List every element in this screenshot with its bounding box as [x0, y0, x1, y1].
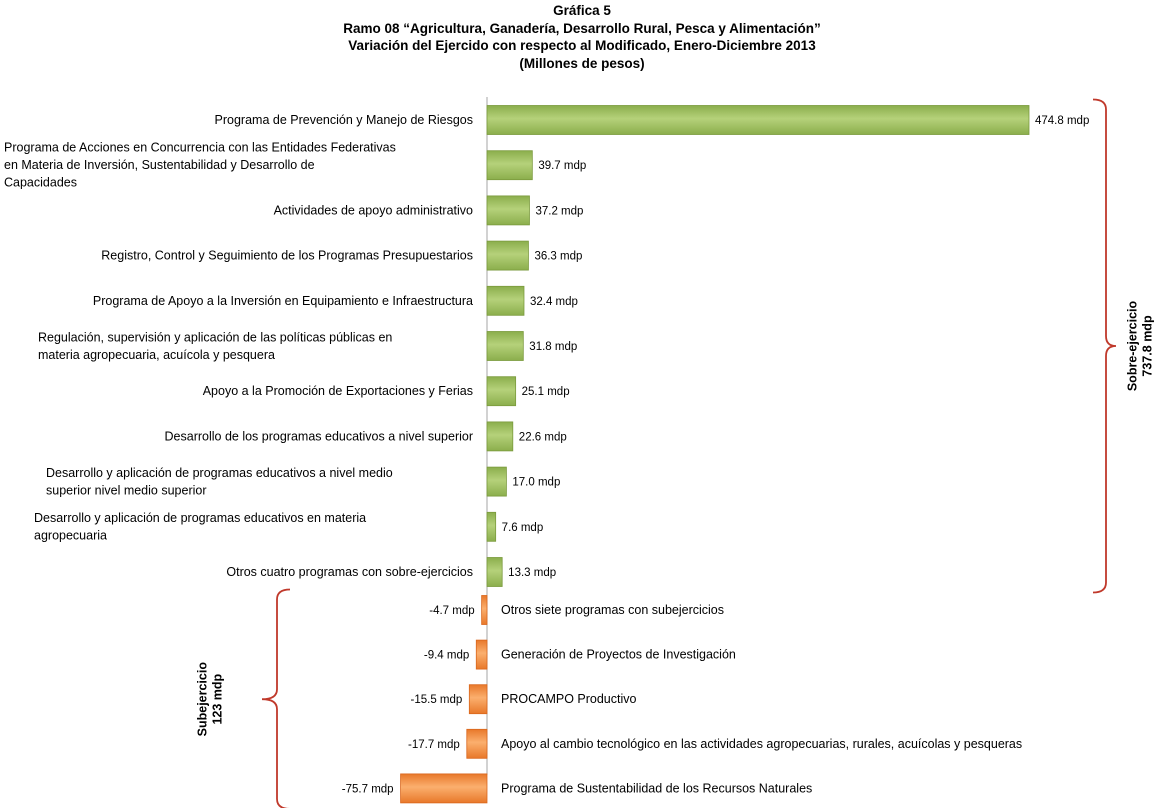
- category-label: Registro, Control y Seguimiento de los P…: [101, 249, 473, 263]
- value-label: -9.4 mdp: [424, 650, 469, 662]
- bar-positive: [486, 557, 503, 587]
- value-label: 31.8 mdp: [529, 341, 577, 353]
- category-label-line: materia agropecuaria, acuícola y pesquer…: [38, 348, 275, 362]
- category-label-line: Capacidades: [4, 176, 77, 190]
- bracket-right: [1092, 98, 1117, 594]
- bracket-label-line: Sobre-ejercicio: [1126, 300, 1140, 391]
- bar-positive: [486, 105, 1030, 135]
- value-label: 474.8 mdp: [1035, 115, 1089, 127]
- bar-negative: [475, 639, 488, 670]
- value-label: 22.6 mdp: [519, 431, 567, 443]
- value-label: 32.4 mdp: [530, 296, 578, 308]
- bar-positive: [486, 376, 517, 407]
- category-label-line: Generación de Proyectos de Investigación: [501, 648, 736, 662]
- bracket-label-line: 737.8 mdp: [1141, 315, 1155, 377]
- category-label: Desarrollo y aplicación de programas edu…: [34, 511, 366, 543]
- category-label: Programa de Sustentabilidad de los Recur…: [501, 781, 812, 795]
- value-label: -17.7 mdp: [408, 739, 460, 751]
- bar-negative: [481, 595, 488, 625]
- category-label-line: Otros cuatro programas con sobre-ejercic…: [226, 565, 473, 579]
- category-label: Generación de Proyectos de Investigación: [501, 648, 736, 662]
- category-label-line: Apoyo al cambio tecnológico en las activ…: [501, 737, 1022, 751]
- category-label: Apoyo a la Promoción de Exportaciones y …: [203, 384, 473, 398]
- category-label: Otros cuatro programas con sobre-ejercic…: [226, 565, 473, 579]
- bracket-label: Sobre-ejercicio737.8 mdp: [1126, 300, 1155, 391]
- bracket-label: Subejercicio123 mdp: [196, 662, 225, 737]
- category-label: Apoyo al cambio tecnológico en las activ…: [501, 737, 1022, 751]
- title-line-1: Gráfica 5: [553, 3, 611, 18]
- category-label-line: Desarrollo y aplicación de programas edu…: [46, 466, 393, 480]
- category-label-line: Desarrollo y aplicación de programas edu…: [34, 511, 366, 525]
- category-label-line: Desarrollo de los programas educativos a…: [165, 429, 473, 443]
- bracket-left: [261, 588, 291, 808]
- bar-positive: [486, 285, 525, 316]
- value-label: 25.1 mdp: [522, 386, 570, 398]
- title-line-4: (Millones de pesos): [519, 55, 645, 71]
- bar-negative: [468, 684, 488, 715]
- category-label-line: en Materia de Inversión, Sustentabilidad…: [4, 158, 315, 172]
- bar-positive: [486, 511, 497, 542]
- bar-negative: [466, 728, 488, 759]
- category-label: Programa de Prevención y Manejo de Riesg…: [215, 113, 473, 127]
- category-label-line: Registro, Control y Seguimiento de los P…: [101, 249, 473, 263]
- category-label: Desarrollo de los programas educativos a…: [165, 429, 473, 443]
- bar-positive: [486, 331, 524, 361]
- bar-positive: [486, 421, 514, 452]
- chart-title: Gráfica 5 Ramo 08 “Agricultura, Ganaderí…: [0, 2, 1164, 72]
- category-label: Regulación, supervisión y aplicación de …: [38, 330, 392, 362]
- bracket-label-line: Subejercicio: [196, 662, 210, 737]
- value-label: 13.3 mdp: [508, 567, 556, 579]
- value-label: 36.3 mdp: [534, 251, 582, 263]
- category-label: Programa de Apoyo a la Inversión en Equi…: [93, 294, 473, 308]
- bar-positive: [486, 195, 530, 226]
- bracket-label-line: 123 mdp: [211, 673, 225, 724]
- category-label-line: Programa de Acciones en Concurrencia con…: [4, 141, 396, 155]
- category-label: PROCAMPO Productivo: [501, 692, 637, 706]
- title-line-3: Variación del Ejercido con respecto al M…: [348, 38, 816, 53]
- category-label-line: agropecuaria: [34, 529, 107, 543]
- category-label-line: Regulación, supervisión y aplicación de …: [38, 330, 392, 344]
- category-label-line: Programa de Prevención y Manejo de Riesg…: [215, 113, 473, 127]
- value-label: -4.7 mdp: [429, 605, 474, 617]
- category-label-line: superior nivel medio superior: [46, 483, 207, 497]
- category-label: Desarrollo y aplicación de programas edu…: [46, 466, 393, 498]
- category-label: Actividades de apoyo administrativo: [274, 203, 473, 217]
- category-label-line: Programa de Apoyo a la Inversión en Equi…: [93, 294, 473, 308]
- value-label: -15.5 mdp: [411, 694, 463, 706]
- category-label-line: Otros siete programas con subejercicios: [501, 603, 724, 617]
- category-label: Programa de Acciones en Concurrencia con…: [4, 141, 396, 190]
- value-label: 7.6 mdp: [502, 522, 544, 534]
- category-label-line: Apoyo a la Promoción de Exportaciones y …: [203, 384, 473, 398]
- category-label-line: Programa de Sustentabilidad de los Recur…: [501, 781, 812, 795]
- category-label: Otros siete programas con subejercicios: [501, 603, 724, 617]
- value-label: 37.2 mdp: [535, 205, 583, 217]
- bar-positive: [486, 240, 529, 271]
- category-label-line: PROCAMPO Productivo: [501, 692, 637, 706]
- bar-positive: [486, 150, 533, 181]
- value-label: 17.0 mdp: [512, 477, 560, 489]
- category-label-line: Actividades de apoyo administrativo: [274, 203, 473, 217]
- value-label: -75.7 mdp: [342, 783, 394, 795]
- value-label: 39.7 mdp: [538, 160, 586, 172]
- bar-negative: [400, 773, 488, 804]
- title-line-2: Ramo 08 “Agricultura, Ganadería, Desarro…: [343, 20, 821, 36]
- bar-positive: [486, 466, 507, 497]
